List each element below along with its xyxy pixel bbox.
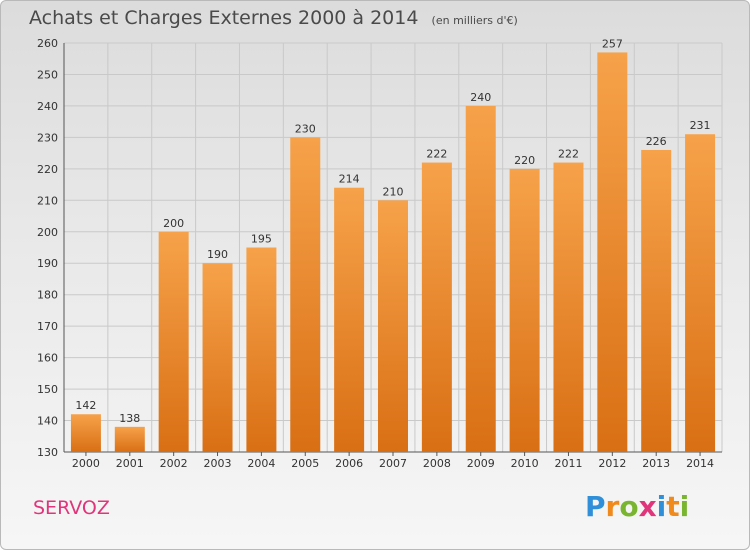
chart-subtitle: (en milliers d'€) (431, 14, 518, 27)
y-tick-label: 150 (37, 383, 58, 396)
x-tick-label-2010: 2010 (511, 457, 539, 470)
y-tick-label: 230 (37, 131, 58, 144)
value-labels: 142 138 200 190 195 230 214 210 222 240 220 222 257 2… (75, 37, 710, 424)
x-tick-label-2011: 2011 (554, 457, 582, 470)
x-tick-label-2003: 2003 (204, 457, 232, 470)
logo-letter: x (638, 490, 657, 523)
value-label-2011: 222 (558, 148, 579, 161)
bar-2000 (70, 414, 101, 452)
x-tick-label-2014: 2014 (686, 457, 714, 470)
x-tick-label-2000: 2000 (72, 457, 100, 470)
y-tick-label: 130 (37, 446, 58, 459)
y-tick-label: 250 (37, 68, 58, 81)
bar-2012 (597, 52, 628, 452)
value-label-2013: 226 (646, 135, 667, 148)
value-label-2014: 231 (690, 119, 711, 132)
bar-2008 (421, 162, 452, 453)
bar-2005 (290, 137, 321, 452)
y-tick-label: 210 (37, 194, 58, 207)
bar-2011 (553, 162, 584, 453)
y-tick-label: 180 (37, 289, 58, 302)
value-label-2001: 138 (119, 412, 140, 425)
bar-2014 (685, 134, 716, 452)
proxiti-logo[interactable]: Proxiti (585, 490, 689, 523)
value-label-2002: 200 (163, 217, 184, 230)
x-tick-label-2008: 2008 (423, 457, 451, 470)
bar-2010 (509, 168, 540, 452)
value-label-2006: 214 (339, 173, 360, 186)
value-label-2008: 222 (426, 148, 447, 161)
logo-letter: t (666, 490, 680, 523)
x-tick-label-2013: 2013 (642, 457, 670, 470)
bar-2013 (641, 149, 672, 452)
value-label-2012: 257 (602, 37, 623, 50)
value-label-2003: 190 (207, 248, 228, 261)
bar-2009 (465, 105, 496, 452)
bar-2001 (114, 426, 145, 452)
value-label-2000: 142 (75, 399, 96, 412)
y-tick-label: 190 (37, 257, 58, 270)
axes: 130 140 150 160 170 180 190 200 210 220 230 240 250 2… (37, 37, 722, 470)
y-tick-label: 140 (37, 415, 58, 428)
y-tick-label: 200 (37, 226, 58, 239)
x-tick-label-2001: 2001 (116, 457, 144, 470)
logo-letter: r (605, 490, 620, 523)
value-label-2010: 220 (514, 154, 535, 167)
chart-title: Achats et Charges Externes 2000 à 2014 (29, 7, 419, 29)
bar-2007 (378, 200, 408, 452)
bars (70, 52, 716, 453)
logo-letter: i (656, 490, 667, 523)
y-tick-label: 160 (37, 352, 58, 365)
logo-letter: i (679, 490, 690, 523)
y-tick-label: 240 (37, 100, 58, 113)
bar-2002 (158, 231, 189, 452)
bar-2006 (334, 187, 365, 452)
x-tick-label-2005: 2005 (291, 457, 319, 470)
bar-2004 (246, 247, 277, 452)
value-label-2005: 230 (295, 122, 316, 135)
bar-2003 (202, 263, 233, 452)
x-tick-label-2002: 2002 (160, 457, 188, 470)
logo-letter: P (585, 490, 606, 523)
y-tick-label: 170 (37, 320, 58, 333)
logo-letter: o (619, 490, 639, 523)
x-tick-label-2012: 2012 (598, 457, 626, 470)
x-tick-label-2007: 2007 (379, 457, 407, 470)
x-tick-label-2009: 2009 (467, 457, 495, 470)
x-tick-label-2006: 2006 (335, 457, 363, 470)
title-block: Achats et Charges Externes 2000 à 2014 (… (29, 7, 518, 29)
value-label-2009: 240 (470, 91, 491, 104)
value-label-2007: 210 (383, 185, 404, 198)
y-tick-label: 260 (37, 37, 58, 50)
y-tick-label: 220 (37, 163, 58, 176)
x-tick-label-2004: 2004 (247, 457, 275, 470)
value-label-2004: 195 (251, 233, 272, 246)
commune-name: SERVOZ (33, 497, 110, 519)
